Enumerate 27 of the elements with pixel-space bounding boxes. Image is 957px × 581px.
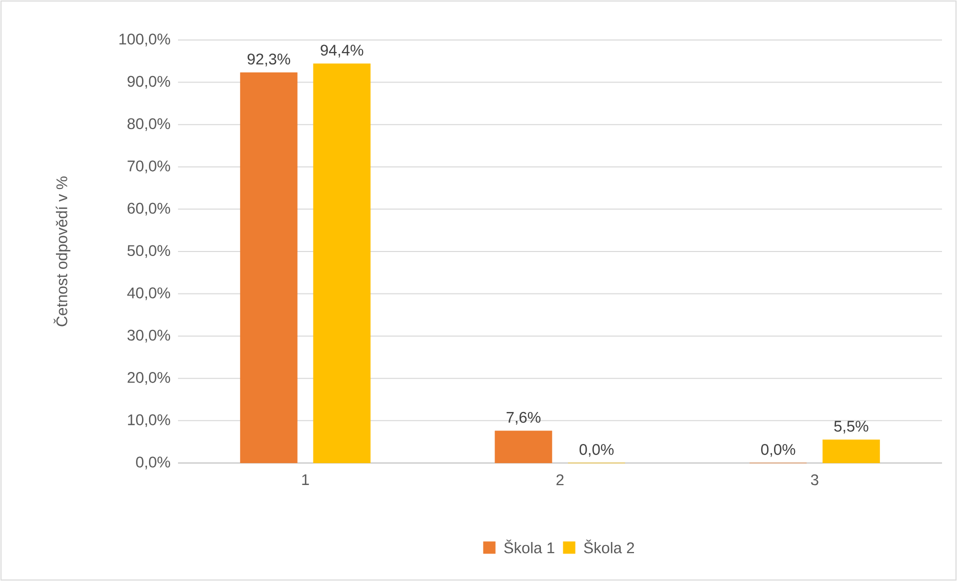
y-tick-label: 90,0%: [128, 76, 170, 89]
y-tick-label: 20,0%: [128, 372, 170, 385]
y-tick-label: 10,0%: [128, 414, 170, 428]
y-tick-label: 30,0%: [127, 330, 170, 342]
y-tick-label: 40,0%: [127, 287, 170, 300]
x-tick-label: 1: [302, 474, 309, 485]
legend-label: Škola 2: [584, 540, 634, 554]
bar: [822, 440, 880, 464]
data-label: 92,3%: [248, 54, 290, 66]
bar: [313, 64, 371, 464]
x-tick-label: 2: [556, 474, 564, 486]
bar: [494, 430, 552, 464]
y-axis-title: Četnost odpovědí v %: [54, 176, 70, 326]
data-label: 5,5%: [834, 420, 868, 434]
y-tick-label: 50,0%: [128, 245, 170, 258]
data-label: 0,0%: [761, 444, 796, 457]
y-tick-label: 60,0%: [128, 202, 170, 216]
y-tick-label: 70,0%: [128, 160, 170, 174]
y-tick-label: 80,0%: [128, 118, 170, 131]
legend-label: Škola 1: [504, 540, 554, 554]
data-label: 0,0%: [580, 444, 614, 457]
data-label: 94,4%: [320, 44, 364, 58]
y-tick-label: 0,0%: [136, 456, 170, 470]
data-label: 7,6%: [506, 412, 540, 425]
bar: [240, 72, 298, 464]
x-tick-label: 3: [810, 474, 818, 486]
y-tick-label: 100,0%: [119, 34, 170, 46]
